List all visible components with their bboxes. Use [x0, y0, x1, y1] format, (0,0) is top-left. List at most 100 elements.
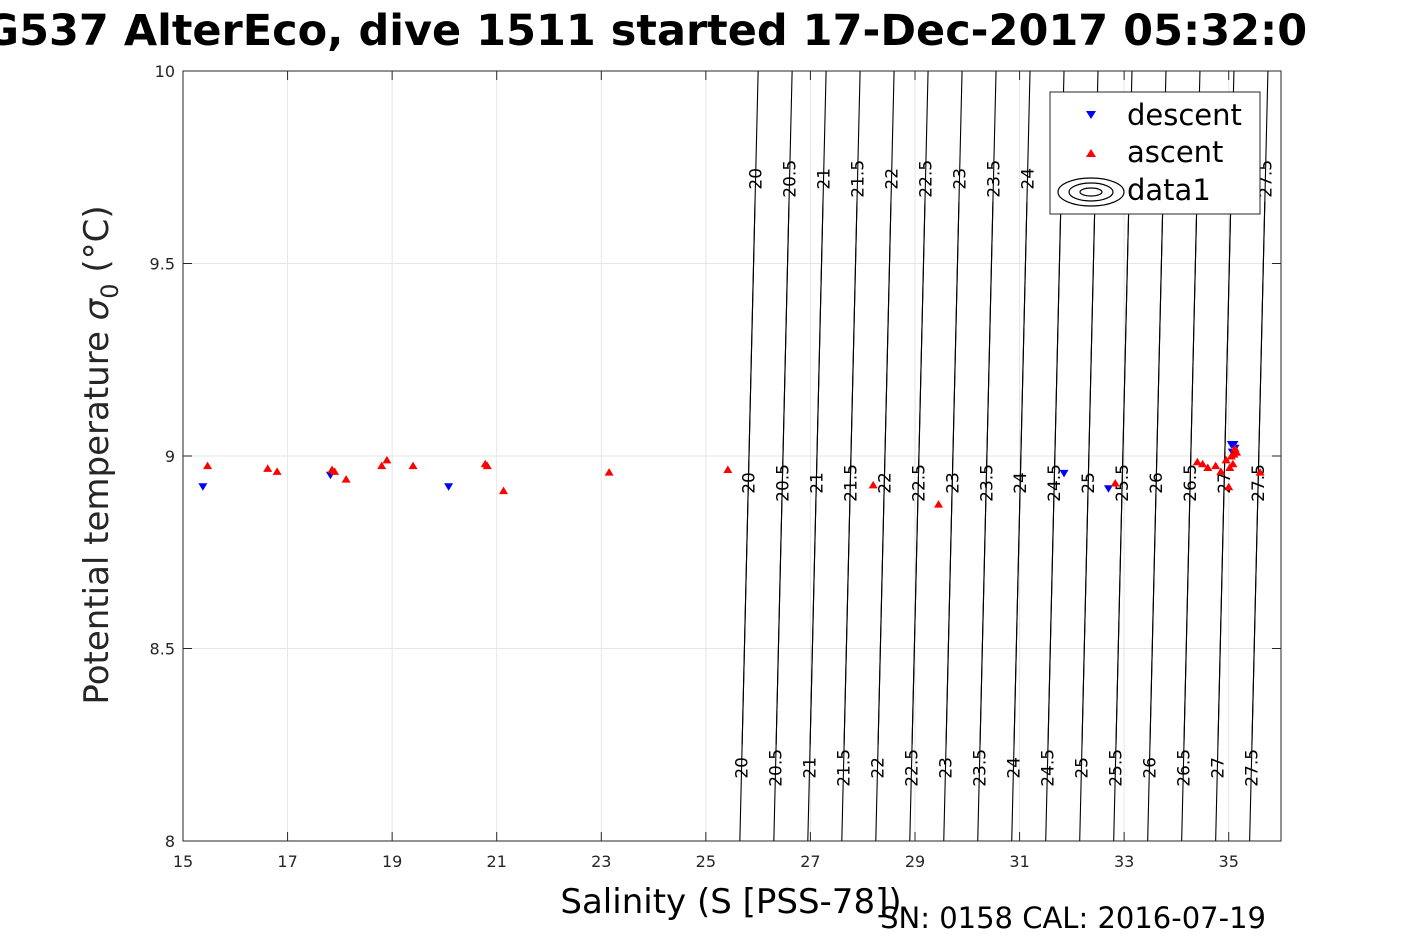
ascent-point [499, 486, 509, 495]
density-contour-label: 27 [1215, 472, 1235, 494]
density-contour-label: 25 [1072, 757, 1092, 779]
density-contour-label: 24 [1004, 757, 1024, 779]
density-contour-line [1251, 70, 1269, 745]
density-contour-label: 22.5 [909, 464, 929, 502]
density-contour-line [911, 70, 929, 745]
data-points [198, 440, 1265, 508]
ascent-point [1198, 459, 1208, 468]
ascent-point [1255, 468, 1265, 476]
descent-point [1059, 469, 1069, 478]
density-contour-label: 20.5 [773, 464, 793, 502]
x-tick-label: 25 [696, 852, 716, 871]
density-contour-label: 27 [1208, 757, 1228, 779]
descent-point [1229, 440, 1239, 449]
x-tick-label: 21 [487, 852, 507, 871]
x-tick-label: 31 [1009, 852, 1029, 871]
density-contour-line [1013, 70, 1031, 745]
y-axis-label: Potential temperature σ0 (°C) [77, 205, 124, 704]
density-contour-label: 25 [1079, 472, 1099, 494]
density-contour-label: 26.5 [1174, 749, 1194, 787]
ascent-point [263, 464, 273, 472]
y-tick-label: 9.5 [150, 255, 175, 274]
ascent-point [1203, 463, 1213, 472]
density-contour-label: 26.5 [1181, 464, 1201, 502]
density-contour-label: 27.5 [1256, 160, 1276, 198]
density-contour-label: 23 [950, 168, 970, 190]
density-contour-line [843, 70, 861, 745]
ascent-point [1192, 457, 1202, 466]
density-contour-label: 20.5 [767, 749, 787, 787]
descent-point [198, 483, 208, 491]
density-contour-line [945, 70, 963, 745]
y-tick-label: 8 [165, 832, 175, 851]
y-axis-label-sigma: σ [77, 297, 117, 320]
legend: descent ascent data1 [1049, 91, 1261, 215]
density-contour-label: 21.5 [835, 749, 855, 787]
density-contour-label: 23.5 [977, 464, 997, 502]
y-axis-label-unit: (°C) [77, 205, 117, 283]
density-contour-label: 21 [801, 757, 821, 779]
density-contour-label: 21 [815, 168, 835, 190]
x-ticks: 15 17 19 21 23 25 27 29 31 33 35 [173, 71, 1239, 871]
ascent-point [1225, 463, 1235, 472]
density-contour-label: 21.5 [841, 464, 861, 502]
density-contour-label: 23 [936, 757, 956, 779]
density-contour-label: 21 [807, 472, 827, 494]
density-contour-label: 21.5 [849, 160, 869, 198]
ascent-point [408, 461, 418, 470]
density-contour-label: 22 [883, 168, 903, 190]
density-contour-label: 23.5 [970, 749, 990, 787]
density-contour-label: 20 [739, 472, 759, 494]
descent-point [444, 483, 454, 491]
density-contour-label: 23 [943, 472, 963, 494]
y-axis-label-subscript: 0 [96, 283, 124, 298]
x-tick-label: 35 [1219, 852, 1239, 871]
density-contour-label: 26 [1140, 757, 1160, 779]
ascent-point [1211, 461, 1221, 470]
legend-descent-marker [1086, 111, 1096, 119]
ascent-point [1110, 478, 1120, 487]
density-contour-label: 24 [1018, 168, 1038, 190]
ascent-point [604, 468, 614, 476]
density-contour-label: 24.5 [1045, 464, 1065, 502]
ascent-point [1216, 467, 1226, 475]
x-tick-label: 33 [1114, 852, 1134, 871]
density-contour-label: 22 [875, 472, 895, 494]
density-contour-label: 22 [869, 757, 889, 779]
ascent-point [1232, 448, 1242, 456]
y-axis-label-text: Potential temperature [77, 320, 117, 704]
x-tick-label: 17 [277, 852, 297, 871]
legend-descent-label: descent [1127, 98, 1242, 132]
density-contour-label: 25.5 [1113, 464, 1133, 502]
x-tick-label: 27 [800, 852, 820, 871]
x-axis-label: Salinity (S [PSS-78]) [560, 882, 901, 922]
ascent-point [330, 467, 340, 475]
x-tick-label: 29 [905, 852, 925, 871]
density-contour-label: 26 [1147, 472, 1167, 494]
density-contour-line [877, 70, 895, 745]
ascent-point [482, 461, 492, 470]
density-contour-label: 20.5 [781, 160, 801, 198]
legend-box [1049, 91, 1261, 215]
legend-data1-marker [1057, 177, 1125, 207]
density-contour-line [775, 70, 793, 745]
density-contour-label: 27.5 [1242, 749, 1262, 787]
ascent-point [272, 467, 282, 475]
ascent-point [377, 461, 387, 470]
density-contour-line [741, 70, 759, 745]
density-contour-label: 25.5 [1106, 749, 1126, 787]
density-contour-line [809, 70, 827, 745]
density-contour-label: 23.5 [984, 160, 1004, 198]
y-ticks: 8 8.5 9 9.5 10 [150, 62, 1281, 851]
ascent-point [341, 475, 351, 483]
ascent-point [723, 465, 733, 473]
ascent-point [203, 461, 213, 470]
legend-data1-label: data1 [1127, 173, 1211, 207]
legend-ascent-label: ascent [1127, 135, 1223, 169]
legend-ascent-marker [1086, 149, 1096, 157]
ascent-point [934, 500, 944, 508]
ascent-point [868, 480, 878, 489]
y-tick-label: 9 [165, 447, 175, 466]
density-contour-label: 24.5 [1038, 749, 1058, 787]
